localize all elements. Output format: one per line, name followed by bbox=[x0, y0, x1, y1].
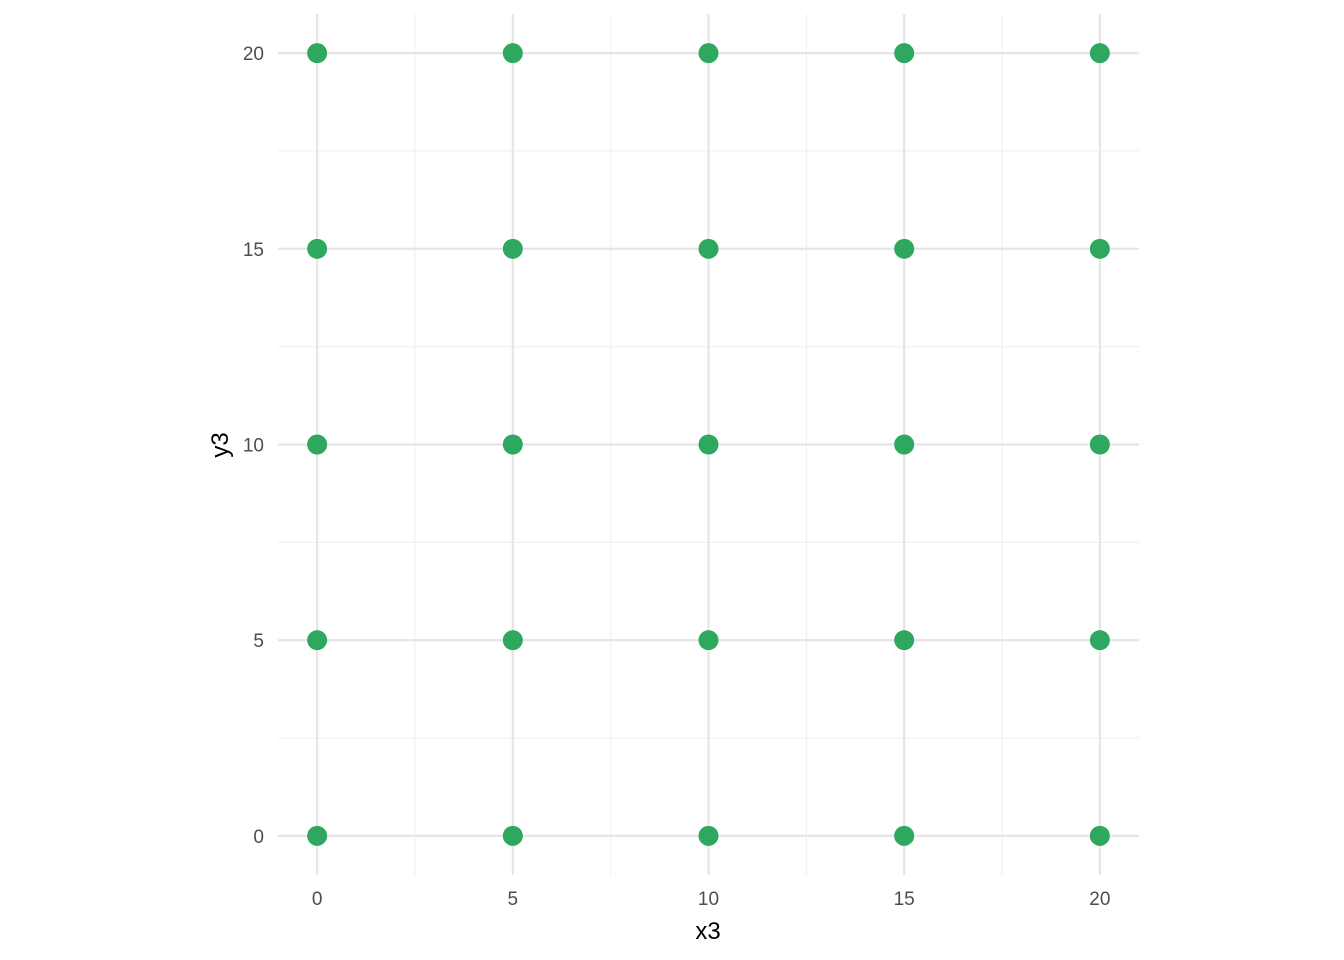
x-tick-label: 20 bbox=[1089, 889, 1110, 910]
data-point bbox=[502, 630, 523, 651]
data-point bbox=[307, 43, 328, 64]
x-tick-label: 10 bbox=[698, 889, 719, 910]
y-tick-label: 20 bbox=[243, 44, 264, 65]
data-point bbox=[307, 630, 328, 651]
data-point bbox=[698, 43, 719, 64]
data-point bbox=[894, 434, 915, 455]
data-point bbox=[698, 630, 719, 651]
data-point bbox=[502, 825, 523, 846]
data-point bbox=[698, 238, 719, 259]
data-point bbox=[698, 825, 719, 846]
data-point bbox=[1089, 238, 1110, 259]
data-point bbox=[894, 630, 915, 651]
data-point bbox=[1089, 43, 1110, 64]
data-point bbox=[502, 434, 523, 455]
data-point bbox=[1089, 630, 1110, 651]
data-point bbox=[502, 238, 523, 259]
data-point bbox=[307, 825, 328, 846]
data-points bbox=[307, 43, 1110, 846]
data-point bbox=[698, 434, 719, 455]
data-point bbox=[1089, 825, 1110, 846]
x-axis-title: x3 bbox=[695, 918, 720, 945]
data-point bbox=[502, 43, 523, 64]
x-tick-label: 15 bbox=[894, 889, 915, 910]
x-tick-labels: 0 5 10 15 20 bbox=[312, 889, 1111, 910]
x-tick-label: 5 bbox=[508, 889, 519, 910]
data-point bbox=[1089, 434, 1110, 455]
y-tick-labels: 0 5 10 15 20 bbox=[243, 44, 264, 848]
data-point bbox=[307, 238, 328, 259]
y-axis-title: y3 bbox=[207, 432, 234, 457]
data-point bbox=[307, 434, 328, 455]
y-tick-label: 15 bbox=[243, 240, 264, 261]
data-point bbox=[894, 43, 915, 64]
y-tick-label: 5 bbox=[253, 631, 264, 652]
y-tick-label: 10 bbox=[243, 436, 264, 457]
x-tick-label: 0 bbox=[312, 889, 323, 910]
data-point bbox=[894, 825, 915, 846]
y-tick-label: 0 bbox=[253, 827, 264, 848]
data-point bbox=[894, 238, 915, 259]
